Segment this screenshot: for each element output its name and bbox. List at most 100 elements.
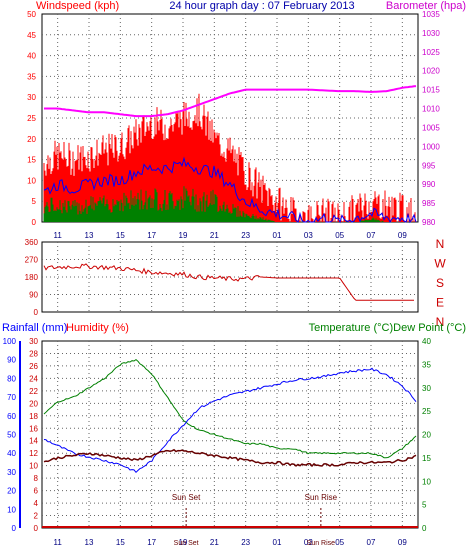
wind-tick-label: 5 (32, 197, 37, 206)
baro-tick-label: 980 (422, 218, 436, 227)
x-tick-label: 15 (116, 538, 125, 547)
humidity-tick-label: 0 (34, 524, 39, 533)
x-tick-label: 23 (241, 231, 250, 240)
temp-tick-label: 20 (422, 431, 431, 440)
wind-average-line (43, 156, 417, 224)
x-tick-label: 05 (335, 538, 344, 547)
wind-tick-label: 20 (27, 135, 36, 144)
baro-tick-label: 1010 (422, 105, 440, 114)
compass-label: N (436, 315, 445, 329)
compass-label: W (434, 257, 446, 271)
wind-tick-label: 45 (27, 31, 36, 40)
humidity-tick-label: 14 (29, 437, 38, 446)
x-tick-label: 03 (304, 538, 313, 547)
direction-tick-label: 0 (34, 308, 39, 317)
humidity-tick-label: 8 (34, 474, 39, 483)
sun-annotation: Sun Rise (305, 493, 338, 502)
temp-tick-label: 35 (422, 360, 431, 369)
sun-annotation-axis: Sun Rise (307, 540, 336, 547)
x-tick-label: 19 (179, 538, 188, 547)
temp-tick-label: 10 (422, 477, 431, 486)
temp-tick-label: 25 (422, 407, 431, 416)
baro-tick-label: 1030 (422, 29, 440, 38)
compass-label: S (436, 276, 444, 290)
wind-tick-label: 40 (27, 52, 36, 61)
sun-annotation: Sun Set (172, 493, 201, 502)
humidity-tick-label: 6 (34, 487, 39, 496)
humidity-tick-label: 26 (29, 362, 38, 371)
direction-tick-label: 270 (25, 256, 39, 265)
x-tick-label: 17 (147, 231, 156, 240)
humidity-tick-label: 24 (29, 374, 38, 383)
rain-tick-label: 20 (7, 487, 16, 496)
humidity-line (43, 367, 417, 474)
humidity-tick-label: 20 (29, 399, 38, 408)
baro-tick-label: 1005 (422, 123, 440, 132)
humidity-tick-label: 30 (29, 337, 38, 346)
baro-tick-label: 990 (422, 180, 436, 189)
x-tick-label: 01 (273, 538, 282, 547)
rain-tick-label: 10 (7, 505, 16, 514)
x-tick-label: 13 (85, 231, 94, 240)
temp-tick-label: 40 (422, 337, 431, 346)
humidity-tick-label: 10 (29, 462, 38, 471)
direction-tick-label: 90 (29, 291, 38, 300)
baro-tick-label: 1035 (422, 10, 440, 19)
wind-tick-label: 30 (27, 93, 36, 102)
humidity-tick-label: 22 (29, 387, 38, 396)
x-tick-label: 21 (210, 538, 219, 547)
x-tick-label: 09 (398, 231, 407, 240)
rain-tick-label: 70 (7, 393, 16, 402)
baro-tick-label: 985 (422, 199, 436, 208)
wind-tick-label: 10 (27, 176, 36, 185)
baro-tick-label: 1000 (422, 142, 440, 151)
direction-tick-label: 360 (25, 238, 39, 247)
x-tick-label: 23 (241, 538, 250, 547)
sun-annotation-axis: Sun Set (174, 540, 199, 547)
x-tick-label: 19 (179, 231, 188, 240)
compass-label: N (436, 237, 445, 251)
temp-tick-label: 30 (422, 384, 431, 393)
x-tick-label: 05 (335, 231, 344, 240)
rainfall-axis-title: Rainfall (mm) (2, 322, 67, 334)
humidity-tick-label: 16 (29, 424, 38, 433)
temperature-line (43, 358, 417, 459)
rain-tick-label: 90 (7, 356, 16, 365)
rain-tick-label: 80 (7, 374, 16, 383)
windspeed-axis-title: Windspeed (kph) (36, 0, 119, 12)
barometer-axis-title: Barometer (hpa) (386, 0, 466, 12)
wind-direction-line (43, 263, 414, 301)
x-tick-label: 11 (54, 231, 63, 240)
x-tick-label: 17 (147, 538, 156, 547)
wind-tick-label: 15 (27, 156, 36, 165)
x-tick-label: 01 (273, 231, 282, 240)
wind-tick-label: 35 (27, 72, 36, 81)
baro-tick-label: 1015 (422, 86, 440, 95)
x-tick-label: 13 (85, 538, 94, 547)
chart-title: 24 hour graph day : 07 February 2013 (169, 0, 354, 12)
temperature-axis-title: Temperature (°C)Dew Point (°C) (309, 322, 466, 334)
x-tick-label: 07 (367, 231, 376, 240)
x-tick-label: 21 (210, 231, 219, 240)
temp-tick-label: 0 (422, 524, 427, 533)
humidity-tick-label: 2 (34, 512, 39, 521)
humidity-axis-title: Humidity (%) (66, 322, 129, 334)
barometer-line (44, 85, 417, 118)
wind-tick-label: 0 (32, 218, 37, 227)
x-tick-label: 07 (367, 538, 376, 547)
rain-tick-label: 0 (12, 524, 17, 533)
baro-tick-label: 1020 (422, 67, 440, 76)
humidity-tick-label: 12 (29, 449, 38, 458)
rain-tick-label: 30 (7, 468, 16, 477)
x-tick-label: 09 (398, 538, 407, 547)
wind-tick-label: 25 (27, 114, 36, 123)
direction-tick-label: 180 (25, 273, 39, 282)
compass-label: E (436, 296, 444, 310)
rain-tick-label: 50 (7, 431, 16, 440)
wind-tick-label: 50 (27, 10, 36, 19)
panel3-frame (41, 340, 419, 529)
x-tick-label: 11 (54, 538, 63, 547)
temp-tick-label: 5 (422, 501, 427, 510)
baro-tick-label: 1025 (422, 48, 440, 57)
